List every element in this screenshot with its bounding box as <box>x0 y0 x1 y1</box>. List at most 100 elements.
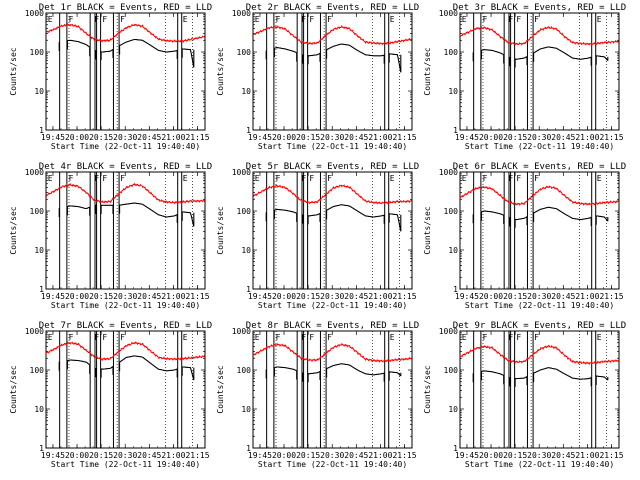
y-tick-label: 1 <box>246 444 251 453</box>
y-tick-label: 100 <box>444 207 459 216</box>
x-axis-label: Start Time (22-Oct-11 19:40:40) <box>51 142 200 151</box>
x-tick-label: 21:00 <box>368 133 392 142</box>
x-tick-label: 21:15 <box>599 292 623 301</box>
x-tick-label: 19:45 <box>41 451 65 460</box>
panel-title: Det 3r BLACK = Events, RED = LLD <box>453 3 626 13</box>
y-tick-label: 10 <box>34 246 44 255</box>
flag-label: F <box>483 174 488 183</box>
x-tick-label: 20:45 <box>551 292 575 301</box>
flag-label: E <box>255 15 260 24</box>
lld-series-line <box>459 344 619 366</box>
y-axis-label: Counts/sec <box>216 47 225 95</box>
x-tick-label: 20:30 <box>320 292 344 301</box>
x-axis-label: Start Time (22-Oct-11 19:40:40) <box>465 460 614 469</box>
x-tick-label: 21:15 <box>599 451 623 460</box>
plot-frame <box>45 12 206 131</box>
x-tick-label: 21:00 <box>368 292 392 301</box>
x-tick-label: 20:30 <box>527 451 551 460</box>
flag-label: F <box>534 15 539 24</box>
x-tick-label: 20:30 <box>320 133 344 142</box>
flag-label: F <box>102 15 107 24</box>
y-tick-label: 1000 <box>439 327 458 336</box>
flag-label: F <box>309 333 314 342</box>
detector-panel: Det 7r BLACK = Events, RED = LLD 1 10 100 10… <box>9 321 212 469</box>
lld-series-line <box>45 182 205 205</box>
flag-label: F <box>276 174 281 183</box>
flag-label: F <box>102 333 107 342</box>
flag-label: F <box>534 174 539 183</box>
flag-label: F <box>69 174 74 183</box>
lld-series-line <box>45 23 205 44</box>
detector-panel: Det 9r BLACK = Events, RED = LLD 1 10 100 10… <box>423 321 626 469</box>
y-axis-label: Counts/sec <box>216 365 225 413</box>
y-tick-label: 1 <box>453 285 458 294</box>
x-tick-label: 20:30 <box>320 451 344 460</box>
x-tick-label: 19:45 <box>248 292 272 301</box>
y-tick-label: 10 <box>241 246 251 255</box>
x-tick-label: 20:00 <box>65 292 89 301</box>
x-tick-label: 19:45 <box>41 292 65 301</box>
x-axis-label: Start Time (22-Oct-11 19:40:40) <box>465 301 614 310</box>
x-tick-label: 21:15 <box>185 451 209 460</box>
lld-series-line <box>45 341 205 362</box>
flag-label: F <box>276 15 281 24</box>
panel-title: Det 7r BLACK = Events, RED = LLD <box>39 321 212 331</box>
y-axis-label: Counts/sec <box>9 47 18 95</box>
x-tick-label: 20:30 <box>527 292 551 301</box>
detector-panel: Det 3r BLACK = Events, RED = LLD 1 10 100 10… <box>423 3 626 151</box>
x-tick-label: 20:15 <box>503 451 527 460</box>
x-tick-label: 21:00 <box>161 292 185 301</box>
y-tick-label: 100 <box>444 48 459 57</box>
y-axis-label: Counts/sec <box>423 365 432 413</box>
x-tick-label: 20:15 <box>89 292 113 301</box>
events-series-line <box>58 355 195 381</box>
flag-label: E <box>597 333 602 342</box>
y-tick-label: 1 <box>246 126 251 135</box>
x-tick-label: 21:15 <box>185 292 209 301</box>
flag-label: E <box>48 15 53 24</box>
lld-series-line <box>459 25 619 46</box>
y-tick-label: 1 <box>453 444 458 453</box>
y-tick-label: 10 <box>448 246 458 255</box>
detector-panel: Det 6r BLACK = Events, RED = LLD 1 10 100 10… <box>423 162 626 310</box>
y-tick-label: 1000 <box>25 9 44 18</box>
flag-label: E <box>597 15 602 24</box>
x-axis-label: Start Time (22-Oct-11 19:40:40) <box>258 460 407 469</box>
x-axis-label: Start Time (22-Oct-11 19:40:40) <box>258 301 407 310</box>
x-tick-label: 21:15 <box>185 133 209 142</box>
x-tick-label: 20:30 <box>527 133 551 142</box>
flag-label: F <box>508 333 513 342</box>
x-tick-label: 20:30 <box>113 292 137 301</box>
flag-label: F <box>120 15 125 24</box>
x-tick-label: 20:00 <box>65 451 89 460</box>
plot-frame <box>252 171 413 290</box>
flag-label: E <box>390 174 395 183</box>
x-tick-label: 20:30 <box>113 451 137 460</box>
x-tick-label: 20:00 <box>479 133 503 142</box>
x-tick-label: 20:45 <box>344 133 368 142</box>
y-tick-label: 1 <box>453 126 458 135</box>
y-axis-label: Counts/sec <box>423 47 432 95</box>
detector-panel: Det 8r BLACK = Events, RED = LLD 1 10 100 10… <box>216 321 419 469</box>
flag-label: E <box>390 15 395 24</box>
y-tick-label: 100 <box>30 366 45 375</box>
x-axis-label: Start Time (22-Oct-11 19:40:40) <box>465 142 614 151</box>
events-series-line <box>265 204 402 232</box>
x-tick-label: 20:15 <box>296 451 320 460</box>
flag-label: F <box>508 15 513 24</box>
panel-title: Det 1r BLACK = Events, RED = LLD <box>39 3 212 13</box>
panel-title: Det 9r BLACK = Events, RED = LLD <box>453 321 626 331</box>
flag-label: E <box>48 174 53 183</box>
detector-panel: Det 1r BLACK = Events, RED = LLD 1 10 100 10… <box>9 3 212 151</box>
y-tick-label: 1000 <box>439 168 458 177</box>
y-tick-label: 100 <box>237 48 252 57</box>
y-tick-label: 1000 <box>439 9 458 18</box>
flag-label: F <box>309 174 314 183</box>
events-series-line <box>472 46 609 68</box>
y-tick-label: 100 <box>237 366 252 375</box>
y-tick-label: 100 <box>444 366 459 375</box>
flag-label: E <box>597 174 602 183</box>
flag-label: F <box>69 333 74 342</box>
plot-frame <box>45 330 206 449</box>
flag-label: E <box>183 15 188 24</box>
